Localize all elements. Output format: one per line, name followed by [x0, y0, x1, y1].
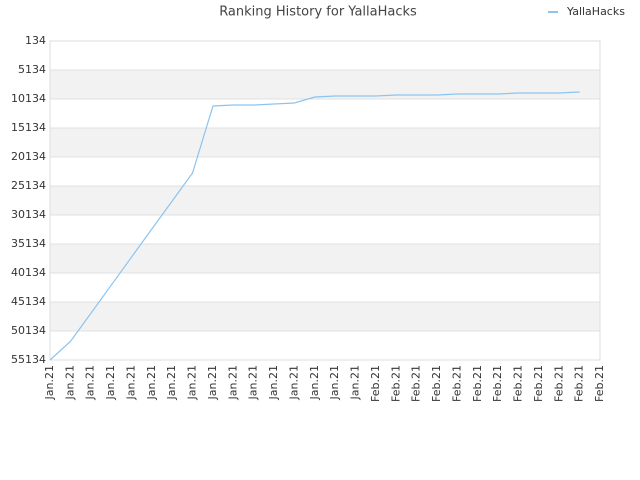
grid-band: [50, 128, 600, 157]
x-tick-label: Jan.21: [226, 365, 239, 400]
x-tick-label: Jan.21: [43, 365, 56, 400]
y-tick-label: 30134: [11, 208, 46, 221]
y-tick-label: 45134: [11, 295, 46, 308]
grid-band: [50, 302, 600, 331]
x-tick-label: Feb.21: [593, 365, 606, 402]
x-tick-label: Feb.21: [369, 365, 382, 402]
grid-band: [50, 70, 600, 99]
x-tick-label: Feb.21: [410, 365, 423, 402]
x-tick-label: Jan.21: [186, 365, 199, 400]
x-tick-label: Feb.21: [552, 365, 565, 402]
y-tick-label: 25134: [11, 179, 46, 192]
x-tick-label: Feb.21: [450, 365, 463, 402]
x-tick-label: Jan.21: [206, 365, 219, 400]
x-tick-label: Jan.21: [267, 365, 280, 400]
x-tick-label: Jan.21: [165, 365, 178, 400]
x-tick-label: Jan.21: [328, 365, 341, 400]
x-tick-label: Feb.21: [532, 365, 545, 402]
x-tick-label: Jan.21: [104, 365, 117, 400]
grid-band: [50, 244, 600, 273]
x-tick-label: Feb.21: [573, 365, 586, 402]
x-tick-label: Feb.21: [471, 365, 484, 402]
y-tick-label: 50134: [11, 324, 46, 337]
legend-label: YallaHacks: [566, 5, 625, 18]
x-tick-label: Feb.21: [389, 365, 402, 402]
x-tick-label: Jan.21: [349, 365, 362, 400]
x-tick-label: Feb.21: [430, 365, 443, 402]
chart-title: Ranking History for YallaHacks: [219, 5, 417, 20]
y-tick-label: 10134: [11, 92, 46, 105]
y-tick-label: 134: [25, 34, 46, 47]
x-tick-label: Feb.21: [491, 365, 504, 402]
x-tick-label: Jan.21: [287, 365, 300, 400]
y-tick-label: 55134: [11, 353, 46, 366]
plot-frame: [49, 40, 601, 361]
x-tick-label: Jan.21: [84, 365, 97, 400]
y-tick-label: 15134: [11, 121, 46, 134]
y-tick-label: 5134: [18, 63, 46, 76]
grid-band: [50, 186, 600, 215]
x-tick-label: Jan.21: [247, 365, 260, 400]
x-tick-label: Jan.21: [63, 365, 76, 400]
data-line: [49, 91, 580, 361]
x-tick-label: Jan.21: [308, 365, 321, 400]
x-tick-label: Jan.21: [124, 365, 137, 400]
x-tick-label: Feb.21: [512, 365, 525, 402]
y-tick-label: 40134: [11, 266, 46, 279]
x-tick-label: Jan.21: [145, 365, 158, 400]
y-tick-label: 35134: [11, 237, 46, 250]
y-tick-label: 20134: [11, 150, 46, 163]
